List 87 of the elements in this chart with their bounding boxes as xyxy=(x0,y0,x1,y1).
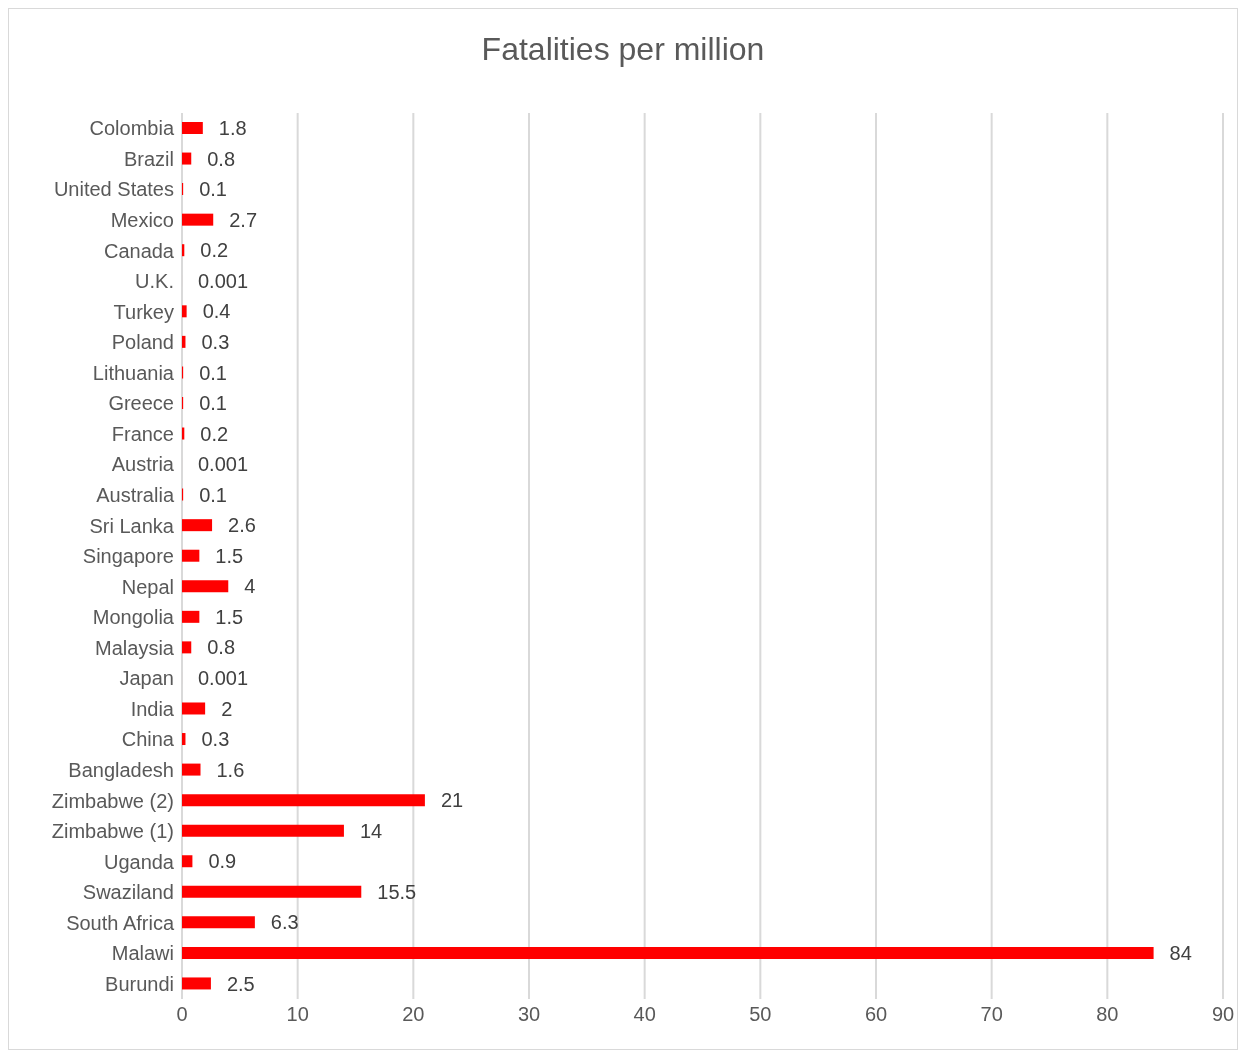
bar xyxy=(182,641,192,654)
data-label: 0.001 xyxy=(198,667,249,690)
x-tick-label: 30 xyxy=(517,1003,541,1026)
y-tick-label: Mongolia xyxy=(92,606,175,629)
y-tick-label: U.K. xyxy=(135,270,174,293)
data-label: 1.5 xyxy=(215,544,244,567)
bar xyxy=(182,213,214,226)
bar xyxy=(182,794,425,807)
x-tick-label: 90 xyxy=(1211,1003,1235,1026)
data-label: 2.6 xyxy=(228,514,256,537)
y-tick-label: Austria xyxy=(111,453,175,476)
data-label: 0.3 xyxy=(201,330,230,353)
data-label: 1.5 xyxy=(215,605,244,628)
y-tick-label: Poland xyxy=(111,331,174,354)
data-label: 4 xyxy=(244,575,256,598)
data-label: 0.001 xyxy=(198,269,249,292)
data-label: 0.2 xyxy=(200,239,229,262)
x-tick-label: 10 xyxy=(286,1003,309,1026)
bar xyxy=(182,977,211,990)
bar xyxy=(182,152,192,165)
y-tick-label: Swaziland xyxy=(82,881,174,904)
data-label: 84 xyxy=(1169,942,1192,964)
y-tick-label: Nepal xyxy=(121,575,174,598)
bar xyxy=(182,122,203,134)
data-label: 0.1 xyxy=(199,483,227,506)
data-label: 0.8 xyxy=(207,147,236,170)
y-tick-label: Turkey xyxy=(113,300,174,323)
bar xyxy=(182,763,201,776)
x-tick-label: 50 xyxy=(749,1003,772,1026)
bar xyxy=(182,824,344,837)
y-tick-label: Lithuania xyxy=(92,361,175,384)
y-tick-label: Australia xyxy=(96,484,175,506)
y-tick-label: Singapore xyxy=(82,545,174,568)
data-label: 0.1 xyxy=(199,361,227,384)
y-tick-label: Colombia xyxy=(89,117,175,140)
data-label: 14 xyxy=(359,819,383,842)
data-label: 2.5 xyxy=(226,972,255,995)
data-label: 2.7 xyxy=(229,208,258,231)
data-label: 15.5 xyxy=(377,880,417,903)
y-tick-label: Greece xyxy=(108,392,174,415)
bar xyxy=(182,702,206,715)
y-tick-label: Burundi xyxy=(105,972,174,995)
y-tick-label: Zimbabwe (1) xyxy=(51,820,174,843)
y-tick-label: Uganda xyxy=(103,850,175,873)
y-tick-label: Brazil xyxy=(123,147,174,170)
bar xyxy=(182,916,255,929)
bar xyxy=(182,519,213,532)
bar xyxy=(182,610,200,623)
y-tick-label: Malaysia xyxy=(95,636,175,659)
y-tick-label: Bangladesh xyxy=(68,758,174,781)
x-tick-label: 80 xyxy=(1096,1003,1119,1026)
y-tick-label: China xyxy=(121,728,175,751)
data-label: 1.6 xyxy=(216,758,245,781)
y-tick-label: Japan xyxy=(119,667,174,690)
chart-title: Fatalities per million xyxy=(480,30,766,69)
data-label: 0.1 xyxy=(199,392,227,415)
bar xyxy=(182,549,200,562)
y-tick-label: Canada xyxy=(103,239,175,262)
data-label: 0.9 xyxy=(208,850,237,873)
data-label: 0.001 xyxy=(198,453,249,476)
y-tick-label: United States xyxy=(53,178,174,201)
y-tick-label: South Africa xyxy=(66,911,175,934)
data-label: 0.3 xyxy=(201,728,230,751)
data-label: 2 xyxy=(221,697,233,720)
data-label: 0.8 xyxy=(207,636,236,659)
y-tick-label: Mexico xyxy=(110,209,174,232)
data-label: 0.4 xyxy=(202,300,231,323)
x-tick-label: 0 xyxy=(176,1003,188,1026)
bar xyxy=(182,946,1154,959)
x-tick-label: 40 xyxy=(633,1003,656,1026)
data-label: 6.3 xyxy=(270,911,299,934)
y-tick-label: Zimbabwe (2) xyxy=(51,789,174,812)
x-tick-label: 60 xyxy=(864,1003,888,1026)
y-tick-label: India xyxy=(130,697,175,720)
bar xyxy=(182,855,193,868)
data-label: 0.1 xyxy=(199,178,227,201)
x-tick-label: 70 xyxy=(980,1003,1003,1026)
bar xyxy=(182,885,362,898)
y-tick-label: Malawi xyxy=(111,942,174,965)
y-tick-label: Sri Lanka xyxy=(89,514,175,537)
y-tick-label: France xyxy=(111,422,174,445)
bar xyxy=(182,305,187,318)
data-label: 21 xyxy=(440,789,464,812)
x-tick-label: 20 xyxy=(402,1003,425,1026)
data-label: 1.8 xyxy=(218,117,247,140)
data-label: 0.2 xyxy=(200,422,229,445)
bar xyxy=(182,580,229,593)
